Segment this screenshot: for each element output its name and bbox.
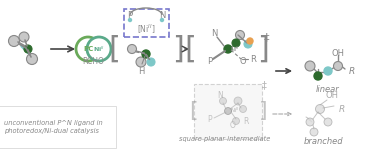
Text: O: O: [230, 121, 236, 129]
Text: N: N: [211, 30, 217, 38]
Text: OH: OH: [332, 49, 344, 58]
Text: R: R: [349, 66, 355, 76]
Text: linear: linear: [316, 84, 340, 94]
Circle shape: [244, 40, 252, 48]
Circle shape: [161, 18, 164, 21]
Text: O: O: [240, 56, 246, 66]
Circle shape: [324, 67, 332, 75]
Circle shape: [234, 97, 242, 105]
Text: [: [: [189, 101, 197, 121]
Circle shape: [324, 118, 332, 126]
Text: Ni$^{II}$: Ni$^{II}$: [93, 44, 105, 54]
Text: RCHO: RCHO: [82, 58, 104, 66]
Text: [: [: [184, 35, 196, 63]
Circle shape: [240, 105, 246, 112]
Text: Ni$^{II}$: Ni$^{II}$: [230, 44, 240, 54]
Circle shape: [306, 118, 314, 126]
Text: [: [: [108, 35, 120, 63]
Text: ‡: ‡: [263, 32, 269, 42]
Circle shape: [76, 37, 100, 61]
Circle shape: [224, 45, 232, 53]
Circle shape: [314, 72, 322, 80]
Text: ]: ]: [257, 35, 269, 63]
Circle shape: [129, 18, 132, 21]
Circle shape: [225, 107, 231, 114]
Text: [Ni$^{II}$]: [Ni$^{II}$]: [137, 22, 155, 36]
Circle shape: [26, 53, 37, 65]
Text: P: P: [208, 114, 212, 124]
Text: branched: branched: [304, 138, 344, 146]
Text: P: P: [127, 10, 133, 20]
FancyBboxPatch shape: [194, 84, 262, 139]
Circle shape: [19, 32, 29, 42]
Text: Ni$^{II}$: Ni$^{II}$: [230, 105, 240, 115]
Circle shape: [136, 57, 146, 67]
Text: unconventional P^N ligand in
photoredox/Ni-dual catalysis: unconventional P^N ligand in photoredox/…: [4, 120, 103, 134]
Text: P: P: [208, 56, 212, 66]
Circle shape: [333, 62, 342, 70]
Circle shape: [235, 31, 245, 39]
Circle shape: [220, 97, 226, 104]
Circle shape: [147, 58, 155, 66]
Circle shape: [127, 45, 136, 53]
Text: square planar intermediate: square planar intermediate: [179, 136, 271, 142]
Text: R: R: [243, 117, 249, 125]
Text: N: N: [159, 10, 165, 20]
Circle shape: [316, 104, 324, 114]
Text: ‡: ‡: [262, 80, 266, 90]
Circle shape: [305, 61, 315, 71]
Text: N: N: [217, 91, 223, 100]
FancyBboxPatch shape: [124, 9, 169, 37]
Text: ]: ]: [259, 101, 267, 121]
Text: H: H: [138, 67, 144, 76]
Circle shape: [24, 45, 32, 53]
Text: OH: OH: [325, 91, 339, 100]
Text: R: R: [339, 104, 345, 114]
Circle shape: [232, 118, 240, 125]
Circle shape: [142, 50, 150, 58]
Text: ]: ]: [172, 35, 184, 63]
Circle shape: [87, 37, 111, 61]
Circle shape: [8, 35, 20, 46]
Text: PC: PC: [83, 46, 93, 52]
Circle shape: [310, 128, 318, 136]
Text: R: R: [250, 55, 256, 63]
Circle shape: [247, 38, 253, 44]
Circle shape: [232, 39, 240, 47]
